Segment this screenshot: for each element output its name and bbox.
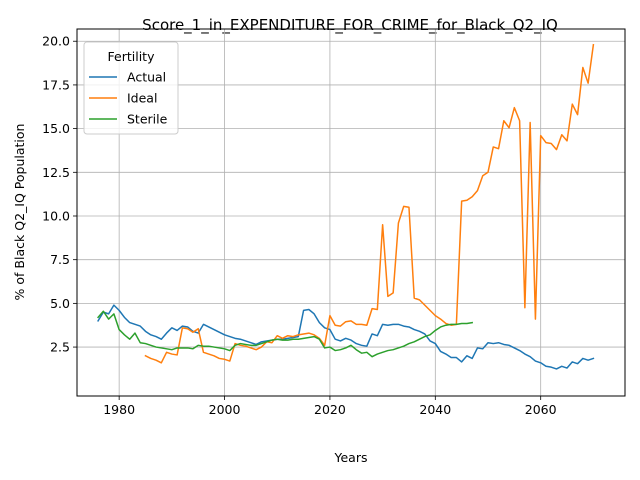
legend: Fertility Actual Ideal Sterile xyxy=(83,41,179,135)
chart-title: Score_1_in_EXPENDITURE_FOR_CRIME_for_Bla… xyxy=(142,16,558,35)
y-tick-label: 10.0 xyxy=(42,208,70,223)
y-tick-label: 7.5 xyxy=(50,252,70,267)
x-tick-label: 2000 xyxy=(209,402,241,417)
series-lines xyxy=(97,43,595,370)
series-line-ideal xyxy=(144,43,595,364)
x-axis-label: Years xyxy=(334,450,368,465)
y-tick-label: 17.5 xyxy=(42,77,70,92)
series-line-sterile xyxy=(97,310,474,358)
series-line-actual xyxy=(97,304,595,370)
axis-ticks: 1980 2000 2020 2040 2060 2.5 5.0 7.5 10.0 12.5 15.… xyxy=(42,34,556,417)
y-tick-label: 15.0 xyxy=(42,121,70,136)
y-tick-label: 2.5 xyxy=(50,340,70,355)
plot-frame xyxy=(76,28,626,397)
legend-entries: Actual Ideal Sterile xyxy=(89,70,168,127)
y-tick-label: 12.5 xyxy=(42,165,70,180)
x-tick-label: 2040 xyxy=(419,402,451,417)
legend-box xyxy=(83,41,179,135)
x-tick-label: 2020 xyxy=(314,402,346,417)
x-tick-label: 2060 xyxy=(525,402,557,417)
legend-label-ideal: Ideal xyxy=(127,91,157,106)
y-tick-label: 5.0 xyxy=(50,296,70,311)
legend-label-actual: Actual xyxy=(127,70,166,85)
y-tick-label: 20.0 xyxy=(42,34,70,49)
legend-title: Fertility xyxy=(108,49,156,64)
x-tick-label: 1980 xyxy=(103,402,135,417)
legend-label-sterile: Sterile xyxy=(127,112,168,127)
grid xyxy=(77,29,625,396)
y-axis-label: % of Black Q2_IQ Population xyxy=(12,124,27,301)
